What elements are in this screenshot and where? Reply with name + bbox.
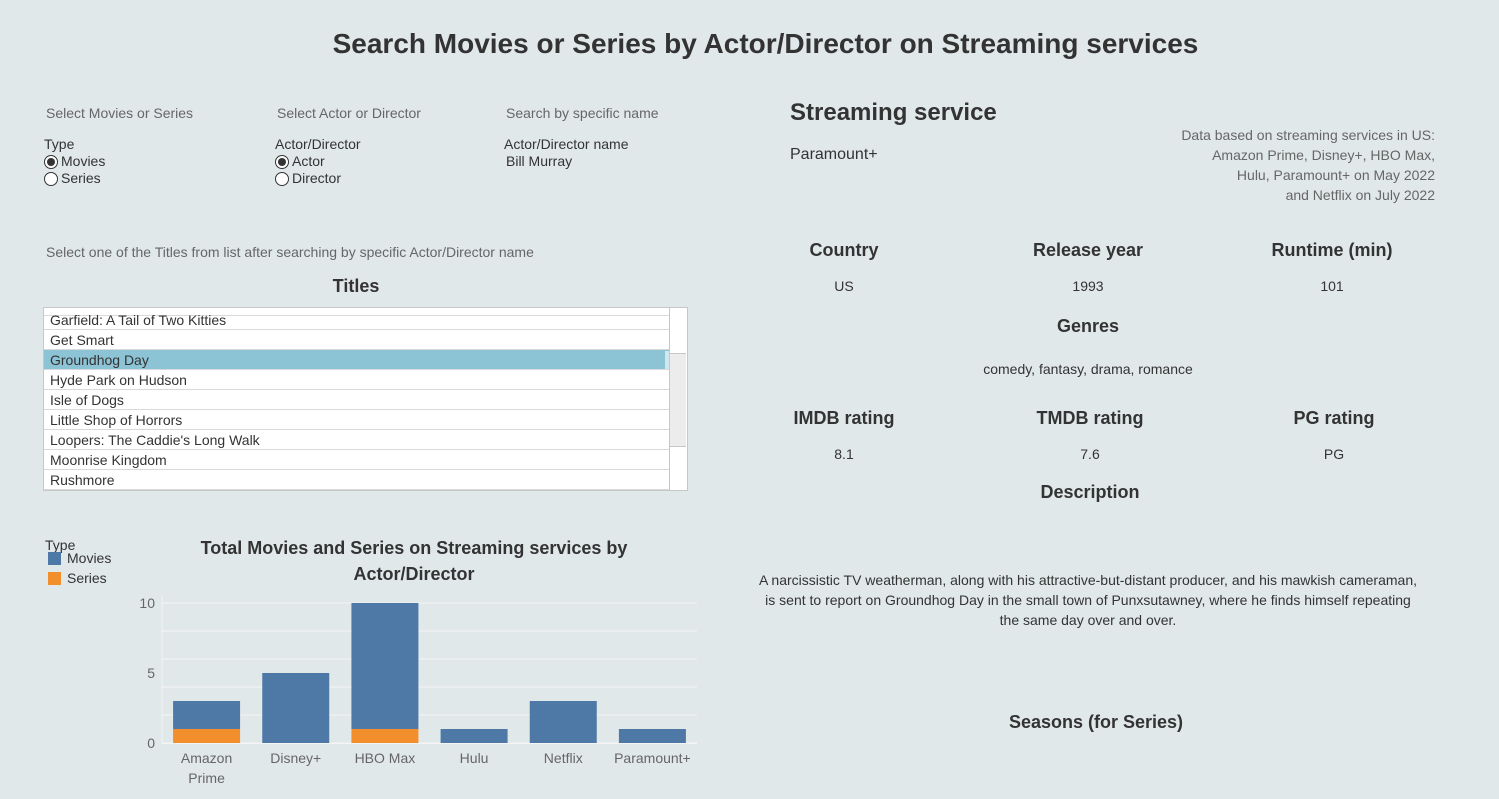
name-section-label: Search by specific name: [506, 105, 659, 121]
genres-label: Genres: [1056, 316, 1120, 336]
note-line: Data based on streaming services in US:: [1181, 127, 1435, 143]
bar-movies: [351, 603, 419, 729]
description-label: Description: [1040, 482, 1140, 502]
y-tick-label: 0: [147, 735, 155, 751]
titles-list[interactable]: Garfield: A Tail of Two Kitties Get Smar…: [43, 307, 688, 491]
titles-heading: Titles: [332, 276, 380, 296]
imdb-value: 8.1: [834, 446, 854, 462]
role-option-director[interactable]: Director: [275, 170, 361, 187]
name-input[interactable]: Bill Murray: [506, 153, 573, 169]
x-tick-label: Amazon: [181, 750, 232, 766]
tmdb-label: TMDB rating: [1036, 408, 1144, 428]
type-filter-header: Type: [44, 136, 75, 152]
type-section-label: Select Movies or Series: [46, 105, 194, 121]
seasons-label: Seasons (for Series): [1008, 712, 1184, 732]
list-item[interactable]: Loopers: The Caddie's Long Walk: [44, 430, 670, 450]
note-line: and Netflix on July 2022: [1285, 187, 1435, 203]
bar-movies: [262, 673, 330, 743]
x-tick-label: Disney+: [270, 750, 321, 766]
data-note: Data based on streaming services in US: …: [1100, 125, 1435, 205]
titles-instruction: Select one of the Titles from list after…: [46, 244, 534, 260]
role-filter-header: Actor/Director: [275, 136, 361, 152]
bar-series: [173, 729, 241, 743]
description-line: the same day over and over.: [999, 612, 1177, 628]
role-option-label: Actor: [292, 153, 325, 169]
chart-title-line: Total Movies and Series on Streaming ser…: [201, 538, 628, 558]
genres-value: comedy, fantasy, drama, romance: [983, 361, 1193, 377]
x-tick-label: Netflix: [544, 750, 583, 766]
legend-swatch-series: [48, 572, 61, 585]
x-tick-label: Hulu: [460, 750, 489, 766]
legend-item-series[interactable]: Series: [45, 570, 111, 587]
country-value: US: [834, 278, 854, 294]
bar-movies: [618, 729, 686, 743]
runtime-value: 101: [1320, 278, 1344, 294]
radio-actor[interactable]: [275, 154, 289, 169]
role-filter: Actor/Director Actor Director: [275, 136, 361, 187]
description-line: A narcissistic TV weatherman, along with…: [758, 572, 1418, 588]
list-scrollbar[interactable]: [669, 308, 687, 490]
note-line: Hulu, Paramount+ on May 2022: [1236, 167, 1435, 183]
bar-series: [351, 729, 419, 743]
list-item[interactable]: Hyde Park on Hudson: [44, 370, 670, 390]
list-item-partial[interactable]: [44, 308, 670, 316]
page-title: Search Movies or Series by Actor/Directo…: [332, 28, 1199, 59]
type-option-label: Series: [61, 170, 101, 186]
radio-movies[interactable]: [44, 154, 58, 169]
service-heading: Streaming service: [790, 99, 997, 126]
description-text: A narcissistic TV weatherman, along with…: [728, 570, 1448, 630]
note-line: Amazon Prime, Disney+, HBO Max,: [1212, 147, 1435, 163]
list-item[interactable]: Garfield: A Tail of Two Kitties: [44, 310, 670, 330]
name-filter-header: Actor/Director name: [504, 136, 629, 152]
legend-title: Type: [45, 537, 76, 553]
chart-title-line: Actor/Director: [353, 564, 474, 584]
y-tick-label: 5: [147, 665, 155, 681]
list-item[interactable]: Little Shop of Horrors: [44, 410, 670, 430]
list-item[interactable]: Get Smart: [44, 330, 670, 350]
list-item[interactable]: Isle of Dogs: [44, 390, 670, 410]
pg-value: PG: [1323, 446, 1345, 462]
role-option-label: Director: [292, 170, 342, 186]
list-item[interactable]: Moonrise Kingdom: [44, 450, 670, 470]
service-value: Paramount+: [790, 146, 878, 163]
release-year-value: 1993: [1072, 278, 1104, 294]
role-option-actor[interactable]: Actor: [275, 153, 361, 170]
legend-label: Movies: [67, 550, 112, 566]
x-tick-label: Prime: [188, 770, 225, 786]
role-section-label: Select Actor or Director: [277, 105, 421, 121]
type-option-movies[interactable]: Movies: [44, 153, 105, 170]
tmdb-value: 7.6: [1080, 446, 1100, 462]
list-item-selected[interactable]: Groundhog Day: [44, 350, 670, 370]
release-year-label: Release year: [1032, 240, 1144, 260]
radio-director[interactable]: [275, 171, 289, 186]
name-filter: Actor/Director name Bill Murray: [504, 136, 628, 170]
bar-movies: [440, 729, 508, 743]
radio-series[interactable]: [44, 171, 58, 186]
legend-item-movies[interactable]: Movies: [45, 550, 111, 567]
scrollbar-thumb[interactable]: [670, 353, 686, 447]
x-tick-label: Paramount+: [614, 750, 691, 766]
pg-label: PG rating: [1293, 408, 1375, 428]
imdb-label: IMDB rating: [793, 408, 895, 428]
bar-movies: [173, 701, 241, 729]
bar-movies: [529, 701, 597, 743]
runtime-label: Runtime (min): [1271, 240, 1393, 260]
type-option-series[interactable]: Series: [44, 170, 105, 187]
type-option-label: Movies: [61, 153, 106, 169]
x-tick-label: HBO Max: [355, 750, 416, 766]
description-line: is sent to report on Groundhog Day in th…: [765, 592, 1411, 608]
legend-label: Series: [67, 570, 107, 586]
streaming-bar-chart: Total Movies and Series on Streaming ser…: [139, 538, 697, 786]
y-tick-label: 10: [139, 595, 155, 611]
type-filter: Type Movies Series: [44, 136, 105, 187]
list-item[interactable]: Rushmore: [44, 470, 670, 490]
chart-legend: Type Movies Series: [45, 537, 111, 587]
legend-swatch-movies: [48, 552, 61, 565]
country-label: Country: [809, 240, 879, 260]
